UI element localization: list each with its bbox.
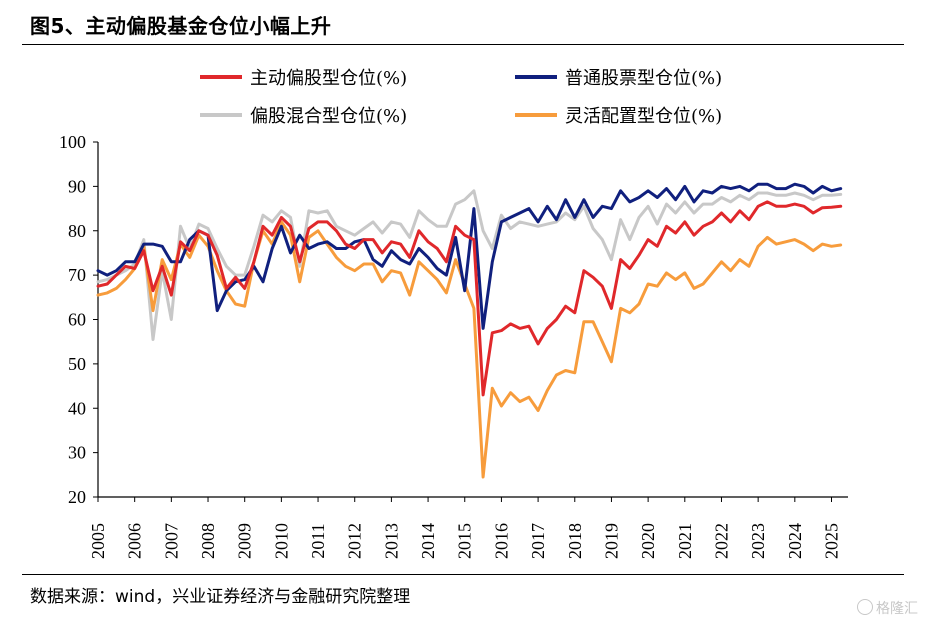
- x-tick-label: 2019: [601, 523, 621, 559]
- series-line-3: [96, 189, 843, 341]
- x-tick-label: 2014: [418, 523, 438, 559]
- watermark-logo-icon: [857, 599, 873, 615]
- x-tick-label: 2025: [821, 523, 841, 559]
- x-tick-label: 2023: [748, 523, 768, 559]
- x-tick-label: 2022: [711, 523, 731, 559]
- y-tick-label: 30: [68, 443, 86, 463]
- watermark-text: 格隆汇: [876, 601, 918, 617]
- y-tick-label: 80: [68, 221, 86, 241]
- y-tick-label: 60: [68, 310, 86, 330]
- legend-label-1: 主动偏股型仓位(%): [250, 68, 407, 89]
- legend-label-4: 灵活配置型仓位(%): [565, 106, 722, 127]
- x-tick-label: 2013: [381, 523, 401, 559]
- series-line-1: [96, 200, 843, 397]
- x-tick-label: 2005: [88, 523, 108, 559]
- x-tick-label: 2006: [125, 523, 145, 559]
- y-tick-label: 20: [68, 487, 86, 507]
- x-tick-label: 2015: [455, 523, 475, 559]
- y-tick-label: 50: [68, 354, 86, 374]
- x-tick-label: 2007: [161, 523, 181, 559]
- x-tick-label: 2020: [638, 523, 658, 559]
- watermark: 格隆汇: [857, 598, 918, 618]
- x-tick-label: 2009: [235, 523, 255, 559]
- y-tick-label: 40: [68, 398, 86, 418]
- chart-title: 图5、主动偏股基金仓位小幅上升: [30, 14, 332, 38]
- x-tick-label: 2010: [271, 523, 291, 559]
- line-chart: 20 30 40 50 60 70 80 90 100 2005 2006 2007 2008 2009 2…: [59, 68, 848, 559]
- y-tick-label: 90: [68, 176, 86, 196]
- y-tick-label: 70: [68, 265, 86, 285]
- x-tick-label: 2011: [308, 523, 328, 558]
- x-tick-label: 2021: [675, 523, 695, 559]
- x-tick-label: 2024: [785, 523, 805, 559]
- x-tick-label: 2016: [491, 523, 511, 559]
- y-tick-label: 100: [59, 132, 86, 152]
- top-rule: [22, 44, 904, 45]
- source-note: 数据来源：wind，兴业证券经济与金融研究院整理: [30, 587, 411, 607]
- series-line-2: [96, 182, 843, 330]
- x-tick-label: 2017: [528, 523, 548, 559]
- x-tick-label: 2012: [345, 523, 365, 559]
- x-tick-label: 2008: [198, 523, 218, 559]
- legend-label-2: 普通股票型仓位(%): [565, 68, 722, 89]
- series-line-4: [96, 220, 843, 479]
- bottom-rule: [22, 574, 904, 575]
- legend-label-3: 偏股混合型仓位(%): [250, 106, 407, 127]
- x-tick-label: 2018: [565, 523, 585, 559]
